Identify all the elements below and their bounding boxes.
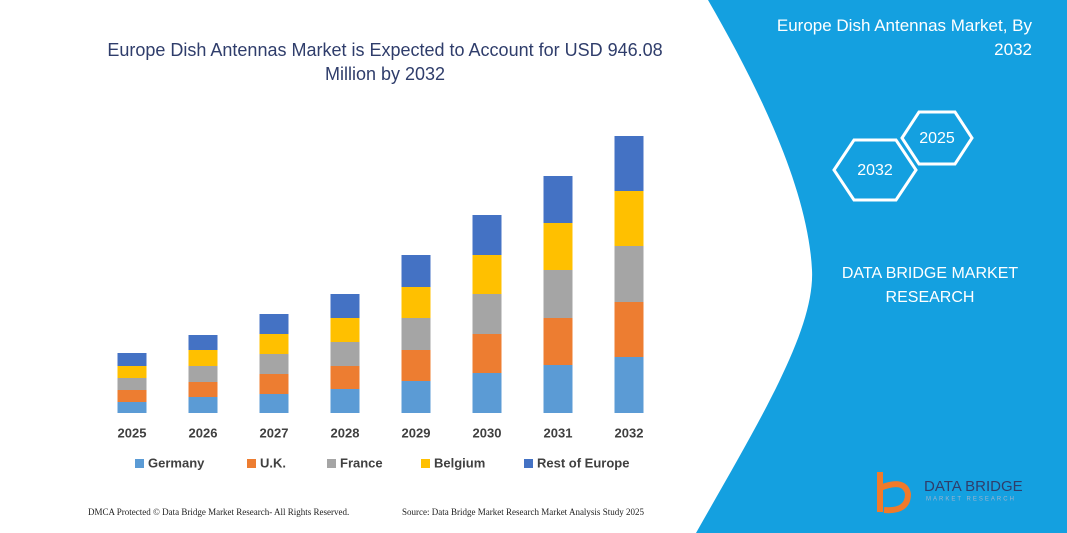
x-tick-label: 2027 [260, 425, 289, 440]
hex-label: 2032 [857, 162, 893, 179]
side-panel [696, 0, 1067, 533]
bar-segment [472, 334, 502, 373]
legend-label: U.K. [260, 455, 286, 470]
bar-segment [330, 389, 360, 413]
bar-segment [259, 334, 289, 354]
hex-label: 2025 [919, 130, 955, 147]
bar-segment [330, 318, 360, 342]
bar-segment [117, 390, 147, 402]
bar-segment [472, 255, 502, 294]
hexagon [832, 138, 918, 202]
legend-swatch [135, 459, 144, 468]
x-tick-label: 2031 [544, 425, 573, 440]
bar-segment [472, 294, 502, 334]
footer-text: DMCA Protected © Data Bridge Market Rese… [88, 507, 349, 517]
bar-segment [543, 318, 573, 365]
logo-mark [877, 472, 912, 514]
bar-segment [614, 136, 644, 191]
bar-segment [614, 357, 644, 413]
bar-segment [330, 342, 360, 366]
bar-segment [117, 366, 147, 378]
bar-segment [401, 350, 431, 381]
x-tick-label: 2032 [615, 425, 644, 440]
legend-label: France [340, 455, 383, 470]
bar-segment [259, 374, 289, 394]
hexagon [900, 110, 974, 166]
bar-segment [188, 350, 218, 366]
bar-segment [259, 394, 289, 413]
bar-segment [543, 365, 573, 413]
legend-swatch [524, 459, 533, 468]
x-tick-label: 2025 [118, 425, 147, 440]
legend-swatch [421, 459, 430, 468]
bar-segment [330, 366, 360, 389]
logo-tagline: MARKET RESEARCH [926, 497, 1016, 503]
legend-label: Belgium [434, 455, 485, 470]
legend-label: Germany [148, 455, 205, 470]
legend-label: Rest of Europe [537, 455, 629, 470]
x-tick-label: 2026 [189, 425, 218, 440]
bar-segment [188, 397, 218, 413]
bar-segment [543, 176, 573, 223]
bar-segment [614, 246, 644, 302]
bar-segment [188, 366, 218, 382]
legend-swatch [327, 459, 336, 468]
footer-text: Source: Data Bridge Market Research Mark… [402, 507, 644, 517]
bar-segment [330, 294, 360, 318]
bar-segment [472, 373, 502, 413]
logo-name: DATA BRIDGE [924, 478, 1023, 495]
bar-segment [117, 353, 147, 366]
bar-segment [614, 302, 644, 357]
bar-segment [401, 287, 431, 318]
bar-segment [543, 270, 573, 318]
x-tick-label: 2029 [402, 425, 431, 440]
bar-segment [614, 191, 644, 246]
x-tick-label: 2030 [473, 425, 502, 440]
bar-segment [117, 402, 147, 413]
panel-title: Europe Dish Antennas Market, By 2032 [776, 16, 1032, 59]
bar-segment [401, 381, 431, 413]
bar-segment [401, 255, 431, 287]
chart-title: Europe Dish Antennas Market is Expected … [107, 40, 663, 84]
bar-segment [401, 318, 431, 350]
legend-swatch [247, 459, 256, 468]
bar-segment [259, 314, 289, 334]
bar-segment [188, 335, 218, 350]
bar-segment [472, 215, 502, 255]
bar-segment [543, 223, 573, 270]
bar-segment [188, 382, 218, 397]
company-name: DATA BRIDGE MARKET RESEARCH [841, 265, 1019, 306]
x-tick-label: 2028 [331, 425, 360, 440]
bar-segment [117, 378, 147, 390]
bar-segment [259, 354, 289, 374]
